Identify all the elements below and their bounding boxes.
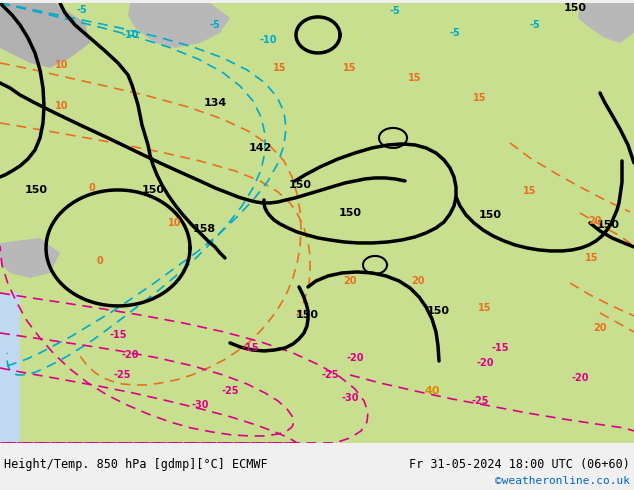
Text: 150: 150 bbox=[479, 210, 501, 220]
Text: 134: 134 bbox=[204, 98, 226, 108]
Text: -10: -10 bbox=[121, 30, 139, 40]
Text: -5: -5 bbox=[390, 6, 401, 16]
Text: 0: 0 bbox=[89, 183, 95, 193]
Text: 150: 150 bbox=[288, 180, 311, 190]
Text: -30: -30 bbox=[341, 393, 359, 403]
Bar bbox=[0, 293, 20, 443]
Polygon shape bbox=[0, 3, 90, 68]
Text: -20: -20 bbox=[121, 350, 139, 360]
Text: -20: -20 bbox=[571, 373, 589, 383]
Text: -25: -25 bbox=[321, 370, 339, 380]
Text: 20: 20 bbox=[588, 216, 602, 226]
Text: 15: 15 bbox=[473, 93, 487, 103]
Text: -15: -15 bbox=[242, 343, 259, 353]
Text: -5: -5 bbox=[77, 5, 87, 15]
Bar bbox=[480, 3, 634, 443]
Text: 15: 15 bbox=[273, 63, 287, 73]
Text: 158: 158 bbox=[193, 224, 216, 234]
Text: -30: -30 bbox=[191, 400, 209, 410]
Text: Fr 31-05-2024 18:00 UTC (06+60): Fr 31-05-2024 18:00 UTC (06+60) bbox=[409, 458, 630, 471]
Bar bbox=[320, 3, 634, 343]
Text: 20: 20 bbox=[411, 276, 425, 286]
Text: 15: 15 bbox=[343, 63, 357, 73]
Text: 15: 15 bbox=[523, 186, 537, 196]
Polygon shape bbox=[0, 238, 60, 278]
Text: -5: -5 bbox=[210, 20, 221, 30]
Polygon shape bbox=[128, 3, 230, 48]
Text: 150: 150 bbox=[295, 310, 318, 320]
Text: ©weatheronline.co.uk: ©weatheronline.co.uk bbox=[495, 476, 630, 486]
Text: 150: 150 bbox=[597, 220, 619, 230]
Text: 10: 10 bbox=[55, 101, 68, 111]
Text: 150: 150 bbox=[25, 185, 48, 195]
Text: -20: -20 bbox=[346, 353, 364, 363]
Text: 0: 0 bbox=[96, 256, 103, 266]
Text: 150: 150 bbox=[141, 185, 164, 195]
Text: 150: 150 bbox=[427, 306, 450, 316]
Text: -25: -25 bbox=[471, 396, 489, 406]
Text: -15: -15 bbox=[109, 330, 127, 340]
Polygon shape bbox=[578, 3, 634, 43]
Text: 15: 15 bbox=[585, 253, 598, 263]
Text: Height/Temp. 850 hPa [gdmp][°C] ECMWF: Height/Temp. 850 hPa [gdmp][°C] ECMWF bbox=[4, 458, 268, 471]
Text: 15: 15 bbox=[478, 303, 492, 313]
Text: 10: 10 bbox=[55, 60, 68, 70]
Text: 15: 15 bbox=[408, 73, 422, 83]
Text: -15: -15 bbox=[491, 343, 508, 353]
Text: 150: 150 bbox=[339, 208, 361, 218]
Text: 10: 10 bbox=[168, 218, 182, 228]
Text: 150: 150 bbox=[564, 3, 586, 13]
Text: 40: 40 bbox=[424, 386, 440, 396]
Text: -5: -5 bbox=[450, 28, 460, 38]
Text: -20: -20 bbox=[476, 358, 494, 368]
Text: -5: -5 bbox=[529, 20, 540, 30]
Text: 20: 20 bbox=[343, 276, 357, 286]
Text: -25: -25 bbox=[221, 386, 239, 396]
Text: -25: -25 bbox=[113, 370, 131, 380]
Text: 142: 142 bbox=[249, 143, 272, 153]
Text: 20: 20 bbox=[593, 323, 607, 333]
Text: -10: -10 bbox=[259, 35, 277, 45]
